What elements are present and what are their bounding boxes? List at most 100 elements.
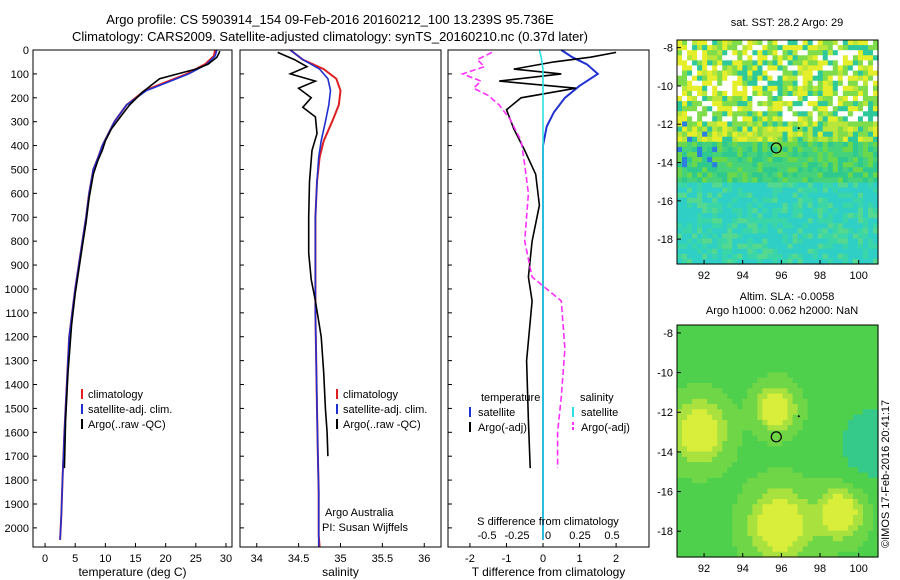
map-cell — [852, 116, 859, 123]
map-cell — [762, 172, 769, 179]
map-cell — [872, 197, 879, 204]
map-cell — [712, 499, 718, 505]
map-cell — [757, 514, 764, 521]
map-cell — [752, 425, 759, 432]
map-cell — [747, 456, 753, 463]
map-cell — [807, 45, 814, 51]
map-cell — [837, 551, 844, 558]
map-cell — [762, 167, 769, 173]
map-cell — [787, 248, 794, 255]
map-cell — [852, 233, 859, 240]
map-cell — [687, 419, 693, 426]
map-cell — [792, 409, 799, 416]
map-frame-1 — [676, 324, 879, 558]
map-cell — [762, 243, 769, 250]
map-cell — [742, 351, 748, 358]
map-cell — [802, 213, 809, 219]
map-cell — [812, 430, 819, 437]
map-cell — [697, 346, 703, 352]
map-cell — [752, 106, 759, 112]
map-cell — [707, 167, 713, 173]
map-cell — [842, 197, 849, 204]
map-cell — [777, 85, 784, 92]
map-cell — [812, 116, 819, 123]
map-cell — [822, 131, 829, 138]
map-cell — [857, 435, 864, 442]
map-cell — [747, 218, 753, 224]
map-cell — [767, 202, 774, 209]
map-cell — [842, 141, 849, 148]
map-cell — [867, 116, 874, 123]
map-cell — [867, 546, 874, 553]
map-cell — [872, 152, 879, 158]
map-cell — [707, 356, 713, 363]
map-cell — [852, 388, 859, 395]
map-cell — [827, 377, 834, 384]
map-cell — [867, 467, 874, 474]
map-cell — [722, 414, 728, 421]
map-cell — [787, 146, 794, 153]
map-cell — [722, 356, 728, 363]
map-cell — [692, 372, 698, 379]
map-cell — [752, 177, 759, 184]
map-cell — [822, 167, 829, 173]
map-cell — [757, 218, 764, 224]
map-cell — [757, 398, 764, 405]
map-cell — [817, 325, 824, 331]
map-cell — [747, 70, 753, 77]
map-cell — [822, 228, 829, 235]
map-cell — [827, 192, 834, 199]
map-cell — [687, 50, 693, 56]
map-cell — [692, 258, 698, 265]
map-cell — [732, 243, 738, 250]
map-cell — [772, 197, 779, 204]
map-cell — [757, 541, 764, 548]
map-cell — [702, 65, 708, 72]
map-cell — [767, 228, 774, 235]
map-cell — [847, 177, 854, 184]
map-cell — [837, 483, 844, 490]
map-cell — [777, 126, 784, 133]
map-cell — [732, 520, 738, 526]
map-cell — [767, 253, 774, 260]
map-cell — [832, 253, 839, 260]
map-cell — [772, 146, 779, 153]
map-cell — [812, 45, 819, 51]
map-cell — [812, 167, 819, 173]
map-cell — [697, 535, 703, 542]
map-cell — [867, 409, 874, 416]
map-cell — [777, 80, 784, 87]
map-cell — [832, 477, 839, 484]
map-cell — [797, 404, 804, 410]
map-cell — [767, 90, 774, 97]
map-cell — [842, 228, 849, 235]
map-cell — [807, 551, 814, 558]
map-cell — [847, 121, 854, 128]
map-cell — [687, 85, 693, 92]
map-cell — [732, 361, 738, 368]
map-cell — [702, 228, 708, 235]
map-cell — [822, 40, 829, 46]
map-cell — [737, 60, 743, 67]
map-cell — [697, 525, 703, 532]
map-cell — [862, 520, 869, 526]
map-cell — [852, 40, 859, 46]
map-cell — [742, 541, 748, 548]
map-cell — [832, 167, 839, 173]
map-cell — [872, 208, 879, 214]
map-cell — [717, 182, 723, 189]
map-cell — [737, 213, 743, 219]
map-cell — [677, 325, 683, 331]
map-cell — [697, 340, 703, 347]
map-cell — [727, 351, 733, 358]
map-cell — [692, 451, 698, 458]
map-cell — [797, 218, 804, 224]
map-cell — [792, 172, 799, 179]
map-cell — [717, 530, 723, 537]
map-cell — [757, 388, 764, 395]
map-cell — [837, 146, 844, 153]
map-cell — [802, 467, 809, 474]
map-cell — [772, 493, 779, 500]
map-cell — [722, 435, 728, 442]
map-cell — [737, 446, 743, 453]
